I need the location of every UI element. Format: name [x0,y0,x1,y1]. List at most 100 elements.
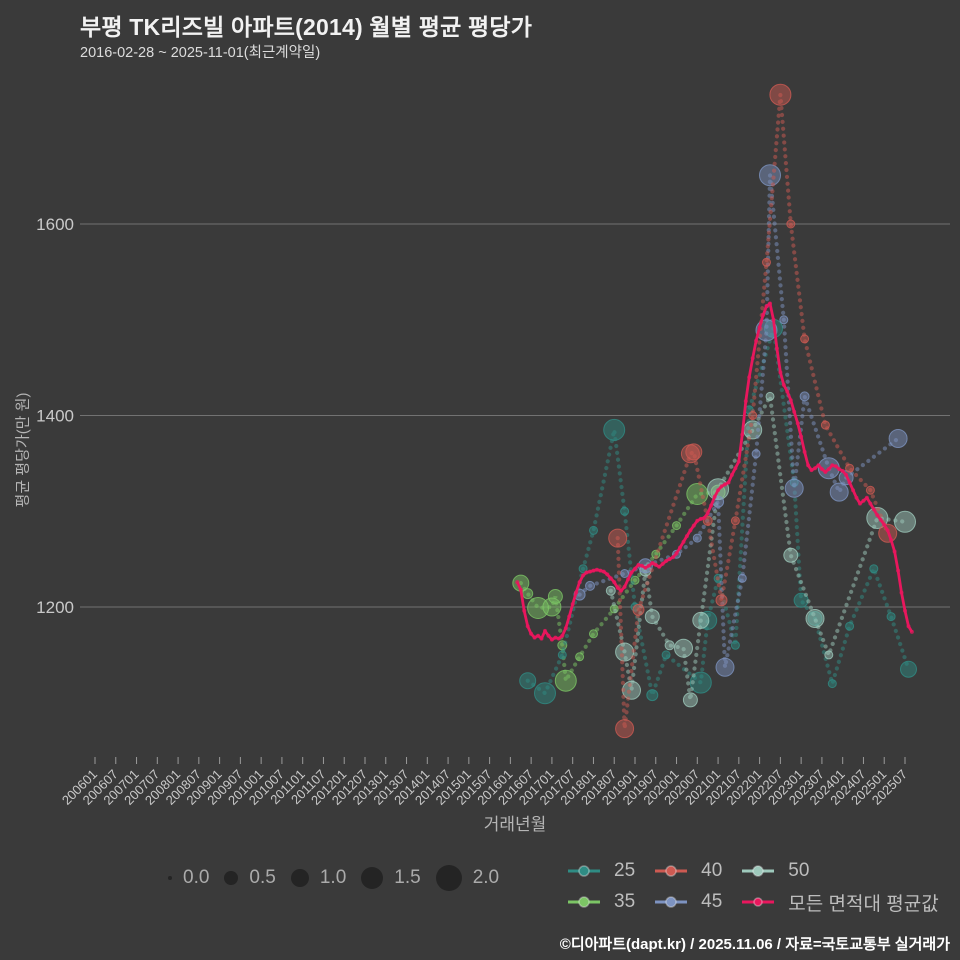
average-line-dot [633,566,637,571]
data-point[interactable] [715,657,735,677]
data-point[interactable] [805,609,825,628]
average-line-dot [768,301,772,306]
legend-item-50[interactable]: 50 [740,858,938,884]
data-point[interactable] [644,609,660,625]
gridlines [80,223,950,608]
data-point[interactable] [672,521,681,531]
data-point[interactable] [894,510,916,533]
data-point[interactable] [615,719,635,739]
average-line-dot [813,466,817,471]
legend-item-45[interactable]: 45 [653,889,722,915]
data-point[interactable] [689,671,712,694]
data-point[interactable] [829,482,849,502]
data-point[interactable] [784,478,804,498]
data-point[interactable] [664,640,675,651]
data-point[interactable] [730,640,740,650]
average-line-dot [553,635,558,640]
size-circle-icon [290,869,309,887]
data-point[interactable] [527,597,550,619]
size-legend-item: 1.0 [290,867,346,889]
average-line-dot [515,580,520,585]
data-point[interactable] [554,669,577,692]
average-line-dot [709,503,714,508]
data-point[interactable] [845,463,855,473]
average-line-dot [906,624,911,629]
size-circle-icon [435,865,462,891]
average-line-dot [840,469,845,473]
average-line-layer [515,301,914,642]
data-point[interactable] [519,672,537,690]
data-point[interactable] [715,594,728,607]
data-point[interactable] [615,642,635,662]
data-point[interactable] [632,603,645,616]
data-point[interactable] [865,485,875,495]
data-point[interactable] [682,692,698,708]
average-line-dot [702,516,707,520]
data-point[interactable] [522,588,534,600]
average-line-dot [646,563,651,568]
series-50 [605,389,916,708]
data-point[interactable] [605,585,616,596]
data-point[interactable] [751,449,761,459]
average-line-dot [584,570,589,575]
average-line-dot [733,466,738,471]
data-point[interactable] [827,679,837,689]
data-point[interactable] [575,652,585,662]
legend-item-25[interactable]: 25 [566,858,635,884]
data-point[interactable] [589,629,598,639]
data-point[interactable] [800,334,810,344]
average-line-dot [819,467,824,472]
average-line-dot [546,633,551,638]
data-point[interactable] [674,638,693,658]
y-tick-label: 1200 [36,598,74,617]
legend-item-35[interactable]: 35 [566,889,635,915]
legend-item-40[interactable]: 40 [653,858,722,884]
data-point[interactable] [534,682,556,705]
x-axis-label: 거래년월 [483,815,547,834]
data-point[interactable] [585,580,595,591]
data-point[interactable] [759,164,781,187]
average-line-dot [529,631,534,636]
data-point[interactable] [646,689,659,702]
data-point[interactable] [737,573,747,583]
data-point[interactable] [769,83,792,106]
data-point[interactable] [620,569,630,578]
data-point[interactable] [692,611,710,629]
data-point[interactable] [542,597,562,617]
size-legend-item: 1.5 [361,867,421,889]
average-line-dot [899,590,904,595]
data-point[interactable] [786,219,796,229]
data-point[interactable] [824,650,834,660]
data-point[interactable] [900,660,917,678]
data-point[interactable] [685,443,703,461]
average-line-dot [868,501,873,506]
data-point[interactable] [692,533,702,543]
data-point[interactable] [888,429,908,448]
data-point[interactable] [661,650,671,660]
data-point[interactable] [686,483,709,505]
data-point[interactable] [730,516,740,526]
average-line-dot [858,501,862,506]
data-point[interactable] [783,547,799,563]
data-point[interactable] [620,506,630,516]
data-point[interactable] [603,418,626,441]
data-point[interactable] [845,621,855,631]
data-point[interactable] [608,528,628,548]
average-line-dot [861,498,866,503]
data-point[interactable] [869,564,879,574]
data-point[interactable] [779,315,789,325]
average-line-dot [671,555,676,560]
legend-item-average[interactable]: 모든 면적대 평균값 [740,889,939,915]
data-point[interactable] [799,391,810,402]
data-point[interactable] [547,589,563,604]
data-point[interactable] [748,411,758,420]
data-point[interactable] [765,391,775,401]
data-point[interactable] [589,525,598,535]
data-point[interactable] [820,420,830,430]
data-point[interactable] [886,612,896,622]
average-line-dot [726,480,731,485]
data-point[interactable] [762,257,771,267]
data-point[interactable] [578,564,588,574]
data-point[interactable] [557,650,567,660]
